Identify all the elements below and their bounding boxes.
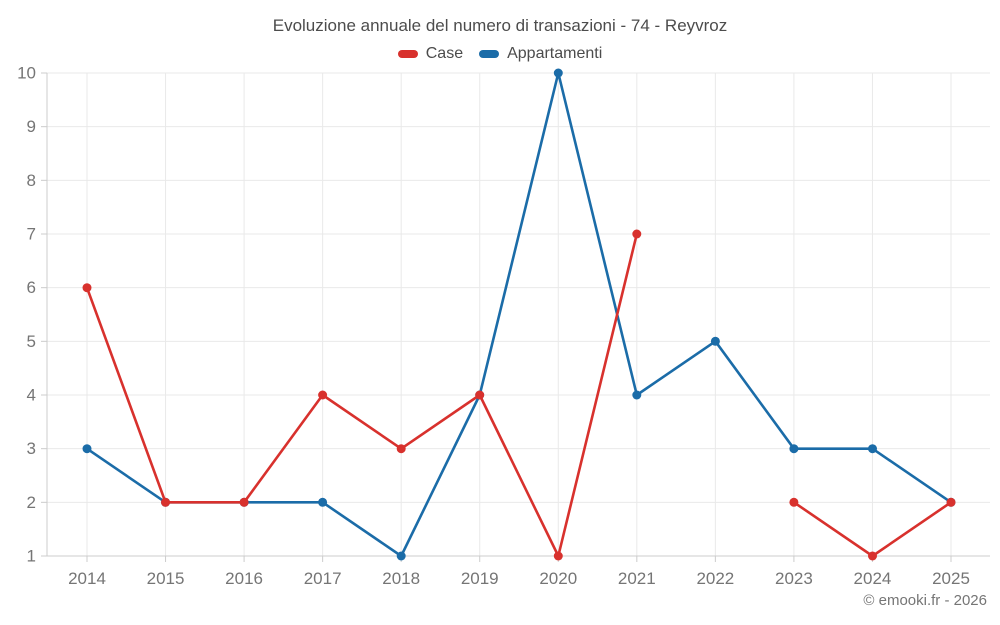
x-axis-label: 2023 [775, 569, 813, 588]
y-axis-label: 6 [27, 278, 36, 297]
data-point-appartamenti-2024[interactable] [868, 444, 877, 454]
data-point-case-2016[interactable] [239, 497, 249, 507]
data-point-case-2020[interactable] [553, 551, 563, 561]
y-axis-label: 9 [27, 117, 36, 136]
x-axis-label: 2025 [932, 569, 970, 588]
x-axis-label: 2015 [147, 569, 185, 588]
data-point-case-2023[interactable] [789, 497, 799, 507]
legend-swatch-appartamenti [479, 50, 500, 58]
x-axis-label: 2014 [68, 569, 106, 588]
data-point-case-2018[interactable] [396, 444, 406, 454]
y-axis-label: 7 [27, 225, 36, 244]
legend-label: Appartamenti [507, 45, 603, 62]
series-line-appartamenti [85, 71, 953, 558]
y-axis-label: 4 [27, 386, 36, 405]
data-point-appartamenti-2014[interactable] [82, 444, 92, 454]
y-axis-label: 8 [27, 171, 36, 190]
data-point-case-2017[interactable] [318, 390, 328, 400]
x-axis-label: 2019 [461, 569, 499, 588]
series-line-case [85, 232, 639, 558]
data-point-appartamenti-2023[interactable] [789, 444, 799, 454]
x-axis-label: 2018 [382, 569, 420, 588]
x-axis-label: 2024 [854, 569, 892, 588]
chart-title: Evoluzione annuale del numero di transaz… [272, 16, 728, 35]
data-point-appartamenti-2021[interactable] [632, 390, 642, 400]
legend-label: Case [425, 45, 464, 62]
data-point-appartamenti-2017[interactable] [318, 497, 328, 507]
data-point-appartamenti-2020[interactable] [553, 68, 563, 78]
data-point-appartamenti-2022[interactable] [710, 336, 720, 346]
data-point-appartamenti-2018[interactable] [396, 551, 406, 561]
y-axis-label: 3 [27, 439, 36, 458]
chart-legend: Case Appartamenti [0, 45, 1000, 63]
legend-item-case[interactable]: Case [397, 45, 464, 63]
legend-item-appartamenti[interactable]: Appartamenti [479, 45, 602, 63]
x-axis-label: 2021 [618, 569, 656, 588]
data-point-case-2025[interactable] [946, 497, 956, 507]
data-point-case-2021[interactable] [632, 229, 642, 239]
y-axis-label: 10 [17, 64, 36, 83]
copyright-text: © emooki.fr - 2026 [863, 592, 987, 609]
data-point-case-2015[interactable] [161, 497, 170, 507]
legend-swatch-case [397, 50, 418, 58]
data-point-case-2024[interactable] [868, 551, 877, 561]
data-point-case-2014[interactable] [82, 283, 92, 293]
x-axis-label: 2022 [696, 569, 734, 588]
x-axis-label: 2020 [539, 569, 577, 588]
y-axis-label: 2 [27, 493, 36, 512]
y-axis-label: 5 [27, 332, 36, 351]
data-point-case-2019[interactable] [475, 390, 485, 400]
x-axis-label: 2016 [225, 569, 263, 588]
y-axis-label: 1 [27, 547, 36, 566]
x-axis-label: 2017 [304, 569, 342, 588]
